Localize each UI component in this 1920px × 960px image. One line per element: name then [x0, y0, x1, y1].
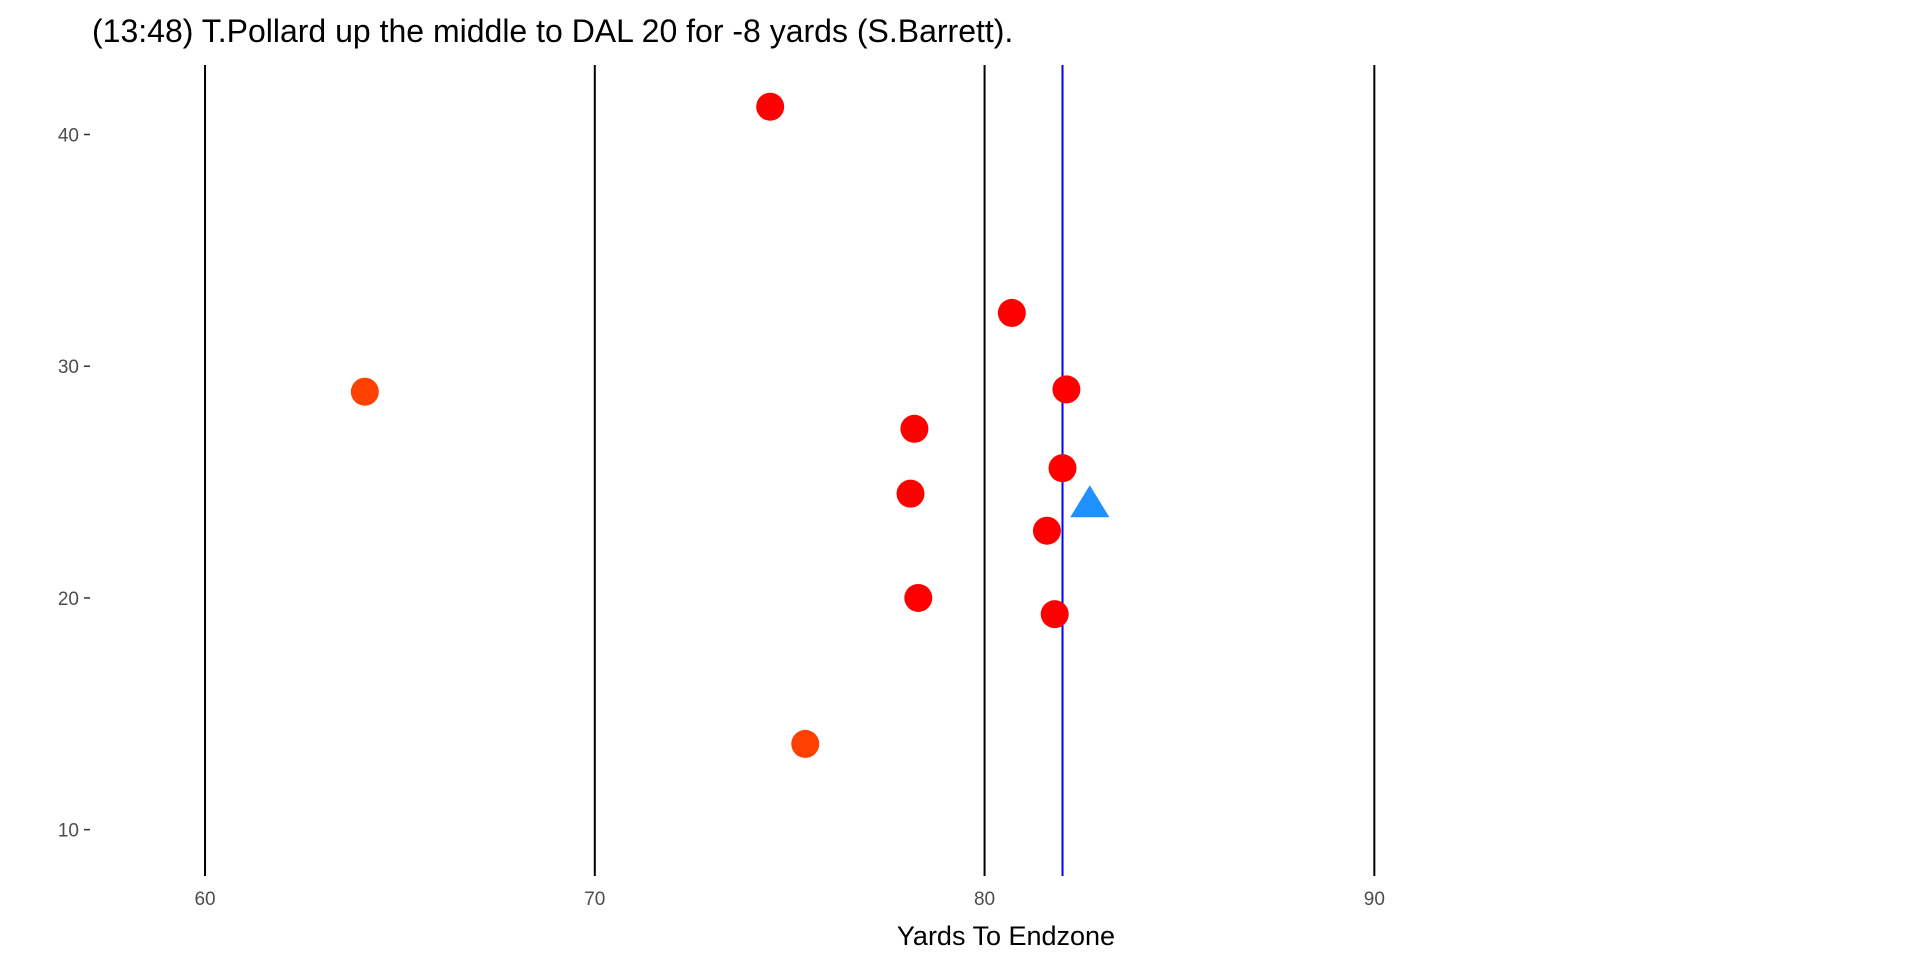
- x-tick-label: 80: [974, 889, 995, 910]
- x-axis-title: Yards To Endzone: [897, 921, 1115, 951]
- player-point: [900, 414, 929, 443]
- x-axis: 60 70 80 90: [194, 889, 1384, 910]
- x-tick-label: 70: [584, 889, 605, 910]
- player-point: [896, 479, 925, 508]
- ball-carrier-point: [1070, 485, 1110, 518]
- yard-lines: [204, 65, 1376, 876]
- player-points: [350, 92, 1110, 758]
- player-point: [1048, 454, 1077, 483]
- player-point: [350, 377, 379, 406]
- player-point: [1040, 600, 1069, 629]
- y-tick-label: 20: [58, 589, 79, 610]
- x-tick-label: 60: [194, 889, 215, 910]
- player-point: [997, 298, 1026, 327]
- player-point: [756, 92, 785, 121]
- y-tick-label: 10: [58, 821, 79, 842]
- chart-title: (13:48) T.Pollard up the middle to DAL 2…: [92, 13, 1013, 49]
- y-tick-label: 40: [58, 126, 79, 147]
- y-axis: 10 20 30 40: [58, 126, 90, 842]
- y-tick-label: 30: [58, 357, 79, 378]
- player-point: [1032, 516, 1061, 545]
- player-point: [1052, 375, 1081, 404]
- player-point: [791, 729, 820, 758]
- player-point: [904, 583, 933, 612]
- x-tick-label: 90: [1364, 889, 1385, 910]
